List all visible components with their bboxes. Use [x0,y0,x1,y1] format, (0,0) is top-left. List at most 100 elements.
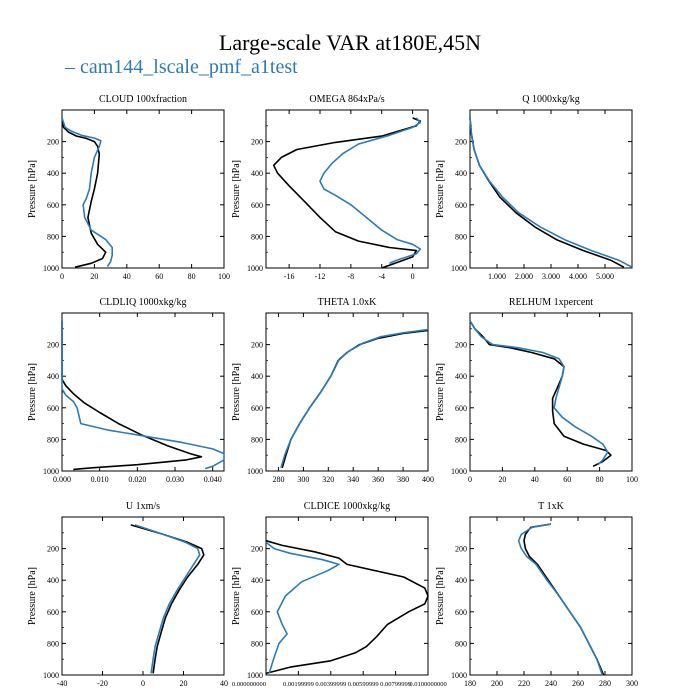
y-tick-label: 800 [47,435,59,444]
y-tick-label: 800 [47,639,59,648]
y-axis-label: Pressure [hPa] [27,567,38,625]
x-tick-label: 100 [626,475,638,484]
plot-frame [265,516,429,676]
x-tick-label: 0 [141,679,145,688]
model-line [319,117,422,265]
x-tick-label: 0.00199999 [283,681,314,688]
y-tick-label: 400 [47,169,59,178]
x-tick-label: 80 [596,475,604,484]
chart-panel: CLDICE 1000xkg/kg Pressure [hPa] 200 400 600… [231,501,447,688]
x-tick-label: 0.0100000000 [409,681,446,688]
x-tick-label: 40 [220,679,228,688]
y-axis-label: Pressure [hPa] [435,160,446,218]
y-axis-label: Pressure [hPa] [231,567,242,625]
y-tick-label: 600 [47,608,59,617]
y-tick-label: 800 [455,435,467,444]
y-tick-label: 200 [455,341,467,350]
x-tick-label: 400 [422,475,434,484]
plot-frame [469,516,633,676]
reference-line [61,117,107,268]
x-tick-label: 20 [90,272,98,281]
x-tick-label: 240 [545,679,557,688]
x-tick-label: 4.000 [569,272,587,281]
y-tick-label: 1000 [43,264,59,273]
reference-line [523,523,605,676]
model-line [61,117,113,267]
x-tick-label: 300 [297,475,309,484]
y-tick-label: 800 [47,232,59,241]
x-tick-label: 100 [218,272,230,281]
panel-title: Q 1000xkg/kg [522,94,580,105]
y-tick-label: 600 [251,201,263,210]
x-tick-label: 380 [397,475,409,484]
x-tick-label: 0 [411,272,415,281]
y-tick-label: 1000 [43,671,59,680]
y-tick-label: 600 [251,608,263,617]
y-axis-label: Pressure [hPa] [27,363,38,421]
plot-frame [469,312,633,472]
x-tick-label: 340 [347,475,359,484]
y-tick-label: 400 [251,372,263,381]
x-tick-label: 2.000 [515,272,533,281]
panel-title: U 1xm/s [126,501,160,512]
y-tick-label: 1000 [43,467,59,476]
chart-panel: Q 1000xkg/kg Pressure [hPa] 200 400 600 800 10… [435,94,633,281]
x-tick-label: 0.030 [166,475,184,484]
x-tick-label: 40 [123,272,131,281]
x-tick-label: 280 [599,679,611,688]
model-line [61,320,225,470]
y-axis-label: Pressure [hPa] [231,160,242,218]
x-tick-label: 0.00799999 [380,681,411,688]
x-tick-label: 220 [518,679,530,688]
x-tick-label: -20 [97,679,108,688]
panel-title: OMEGA 864xPa/s [309,94,384,105]
model-line [280,328,429,469]
panel-title: RELHUM 1xpercent [509,297,593,308]
x-tick-label: 60 [563,475,571,484]
y-tick-label: 400 [251,576,263,585]
reference-line [61,320,203,471]
y-tick-label: 1000 [247,671,263,680]
reference-line [265,539,429,675]
y-tick-label: 1000 [247,467,263,476]
page-title: Large-scale VAR at180E,45N [218,30,482,55]
y-tick-label: 400 [455,372,467,381]
y-tick-label: 600 [455,608,467,617]
y-tick-label: 800 [251,435,263,444]
y-tick-label: 200 [47,545,59,554]
x-tick-label: 1.000 [488,272,506,281]
chart-panel: OMEGA 864xPa/s Pressure [hPa] 200 400 600 800… [231,94,429,281]
model-line [517,523,604,676]
x-tick-label: 0.00399999 [315,681,346,688]
model-line [134,524,201,674]
y-tick-label: 200 [251,138,263,147]
y-tick-label: 400 [47,372,59,381]
model-line [265,541,340,674]
panel-title: CLDLIQ 1000xkg/kg [100,297,187,308]
x-tick-label: 320 [322,475,334,484]
y-tick-label: 600 [251,404,263,413]
legend: – cam144_lscale_pmf_a1test [65,56,298,79]
plot-frame [265,109,429,269]
y-axis-label: Pressure [hPa] [27,160,38,218]
x-tick-label: 40 [531,475,539,484]
y-tick-label: 800 [455,232,467,241]
x-tick-label: 0.000000000 [232,681,266,688]
y-tick-label: 200 [47,138,59,147]
y-axis-label: Pressure [hPa] [435,363,446,421]
x-tick-label: 0.00599999 [348,681,379,688]
y-tick-label: 600 [455,404,467,413]
x-tick-label: 300 [626,679,638,688]
plot-frame [265,312,429,472]
x-tick-label: 3.000 [542,272,560,281]
x-tick-label: 0 [468,475,472,484]
y-tick-label: 1000 [451,671,467,680]
x-tick-label: -16 [284,272,295,281]
y-tick-label: 800 [251,232,263,241]
x-tick-label: 180 [464,679,476,688]
plot-frame [61,109,225,269]
y-tick-label: 200 [251,545,263,554]
